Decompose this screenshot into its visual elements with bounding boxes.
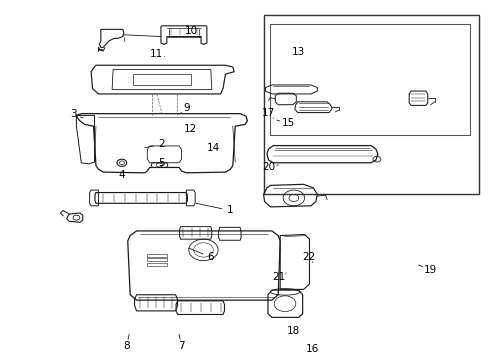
Text: 14: 14 bbox=[207, 143, 220, 153]
Text: 10: 10 bbox=[185, 26, 198, 36]
Bar bbox=[264, 15, 479, 194]
Text: 6: 6 bbox=[207, 252, 214, 262]
Text: 12: 12 bbox=[184, 124, 197, 134]
Bar bbox=[270, 24, 470, 135]
Text: 5: 5 bbox=[159, 158, 165, 168]
Text: 1: 1 bbox=[227, 206, 234, 216]
Text: 2: 2 bbox=[159, 139, 165, 149]
Text: 17: 17 bbox=[262, 108, 275, 118]
Text: 11: 11 bbox=[149, 49, 163, 59]
Text: 20: 20 bbox=[262, 162, 275, 172]
Text: 7: 7 bbox=[178, 341, 185, 351]
Text: 19: 19 bbox=[424, 265, 437, 275]
Text: 21: 21 bbox=[272, 272, 286, 282]
Text: 16: 16 bbox=[306, 344, 319, 354]
Text: 3: 3 bbox=[70, 109, 76, 119]
Text: 9: 9 bbox=[183, 103, 190, 113]
Text: 4: 4 bbox=[119, 170, 125, 180]
Text: 18: 18 bbox=[287, 326, 300, 336]
Text: 22: 22 bbox=[302, 252, 315, 262]
Text: 15: 15 bbox=[281, 118, 294, 128]
Text: 8: 8 bbox=[123, 341, 130, 351]
Text: 13: 13 bbox=[292, 46, 305, 57]
